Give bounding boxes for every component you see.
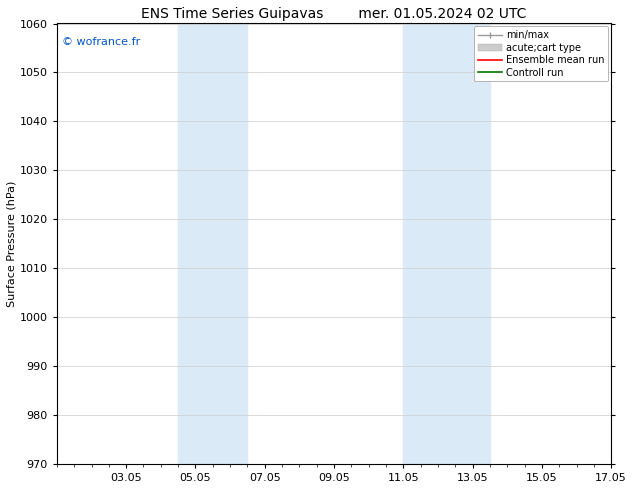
- Text: © wofrance.fr: © wofrance.fr: [62, 37, 141, 47]
- Title: ENS Time Series Guipavas        mer. 01.05.2024 02 UTC: ENS Time Series Guipavas mer. 01.05.2024…: [141, 7, 527, 21]
- Bar: [178, 24, 247, 464]
- Y-axis label: Surface Pressure (hPa): Surface Pressure (hPa): [7, 181, 17, 307]
- Bar: [403, 24, 490, 464]
- Legend: min/max, acute;cart type, Ensemble mean run, Controll run: min/max, acute;cart type, Ensemble mean …: [474, 26, 608, 81]
